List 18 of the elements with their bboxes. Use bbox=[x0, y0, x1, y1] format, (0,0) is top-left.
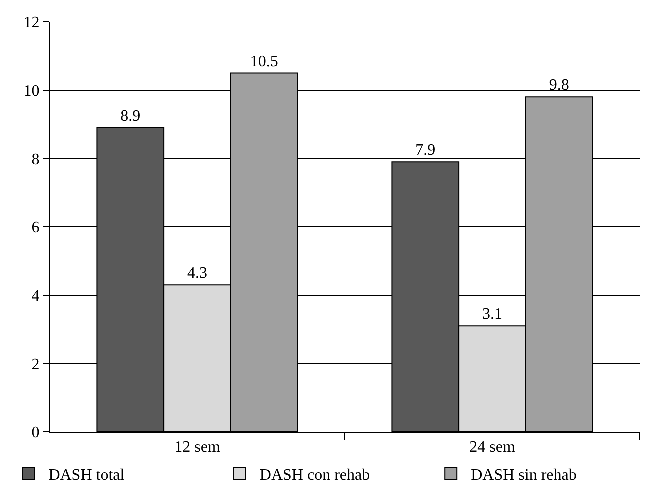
data-label: 7.9 bbox=[416, 142, 436, 160]
x-tick-label: 12 sem bbox=[174, 439, 221, 456]
legend-label: DASH total bbox=[48, 466, 126, 484]
y-tick-label: 8 bbox=[32, 151, 40, 168]
y-tick-label: 6 bbox=[32, 220, 40, 237]
data-label: 10.5 bbox=[250, 53, 278, 70]
y-tick-label: 4 bbox=[32, 288, 40, 305]
legend-label: DASH sin rehab bbox=[471, 466, 577, 484]
y-tick-label: 0 bbox=[32, 424, 40, 442]
data-label: 8.9 bbox=[120, 108, 141, 125]
legend-label: DASH con rehab bbox=[260, 466, 370, 484]
y-tick-label: 10 bbox=[24, 82, 40, 100]
y-tick-label: 2 bbox=[32, 356, 40, 374]
data-label: 9.8 bbox=[549, 77, 570, 94]
data-label: 4.3 bbox=[188, 265, 208, 282]
x-tick-label: 24 sem bbox=[470, 439, 516, 456]
data-label: 3.1 bbox=[482, 306, 502, 324]
y-tick-label: 12 bbox=[24, 14, 40, 32]
